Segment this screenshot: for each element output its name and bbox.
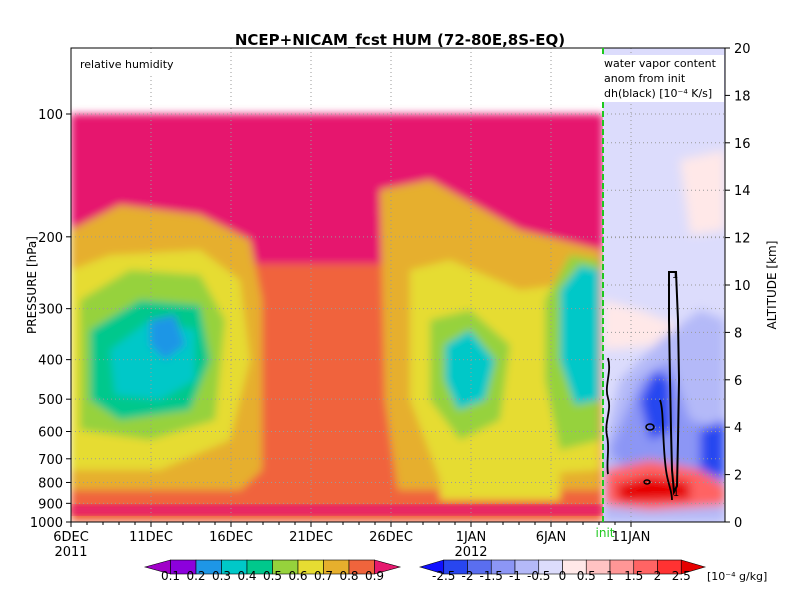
rh-region-low [440, 470, 560, 500]
rh-colorbar: 0.1 0.2 0.3 0.4 0.5 0.6 0.7 0.8 0.9 [143, 559, 402, 583]
y-tick-label-left: 1000 [30, 516, 63, 531]
anom-layers [603, 150, 725, 522]
right-panel-label-line-2: anom from init [604, 72, 686, 85]
rh-colorbar-label: 0.5 [263, 569, 282, 583]
anom-negative-east [700, 420, 725, 480]
pressure-axis: 100 200 300 400 500 600 700 800 900 1000 [30, 108, 71, 531]
anom-colorbar-label: 0 [559, 569, 567, 583]
right-panel-label-line-1: water vapor content [604, 57, 717, 70]
anom-colorbar-label: -1.5 [480, 569, 503, 583]
y-tick-label-left: 400 [38, 354, 63, 369]
anom-colorbar-label: 2 [654, 569, 662, 583]
y-tick-label-right: 14 [734, 184, 751, 199]
y-tick-label-right: 8 [734, 326, 742, 341]
x-tick-label: 11JAN [612, 530, 651, 545]
right-panel-label-line-3: dh(black) [10⁻⁴ K/s] [604, 87, 712, 100]
y-tick-label-left: 100 [38, 108, 63, 123]
rh-region-west-core [150, 315, 185, 360]
heating-contour: 1 1 [605, 270, 681, 501]
rh-colorbar-label: 0.4 [237, 569, 256, 583]
y-tick-label-left: 600 [38, 425, 63, 440]
rh-region-jan-dry [560, 265, 600, 405]
y-tick-label-right: 4 [734, 421, 742, 436]
x-tick-label: 11DEC [129, 530, 173, 545]
x-tick-label: 21DEC [289, 530, 333, 545]
anom-colorbar-label: 1 [606, 569, 614, 583]
rh-layers [71, 114, 603, 522]
x-tick-sublabel: 2012 [454, 545, 487, 560]
init-label: init [596, 526, 615, 540]
anom-colorbar-label: -0.5 [527, 569, 550, 583]
anom-colorbar-label: -1 [509, 569, 521, 583]
y-tick-label-right: 16 [734, 137, 751, 152]
x-tick-label: 6JAN [536, 530, 567, 545]
rh-colorbar-label: 0.2 [186, 569, 205, 583]
chart-title: NCEP+NICAM_fcst HUM (72-80E,8S-EQ) [235, 31, 565, 49]
anom-colorbar-label: 2.5 [672, 569, 691, 583]
y-tick-label-right: 10 [734, 279, 751, 294]
x-tick-sublabel: 2011 [54, 545, 87, 560]
rh-colorbar-label: 0.9 [365, 569, 384, 583]
rh-colorbar-label: 0.1 [161, 569, 180, 583]
y-tick-label-right: 20 [734, 42, 751, 57]
y-tick-label-left: 500 [38, 393, 63, 408]
rh-colorbar-label: 0.6 [288, 569, 307, 583]
anomaly-unit-label: [10⁻⁴ g/kg] [707, 570, 767, 583]
y-axis-label-right: ALTITUDE [km] [765, 241, 779, 330]
contour-label: 1 [672, 270, 678, 281]
anom-colorbar-label: 1.5 [624, 569, 643, 583]
y-tick-label-left: 700 [38, 453, 63, 468]
anom-colorbar-cap-high [680, 559, 707, 575]
y-tick-label-right: 0 [734, 516, 742, 531]
x-tick-label: 1JAN [456, 530, 487, 545]
left-panel-label-bg [76, 55, 182, 73]
y-tick-label-left: 300 [38, 303, 63, 318]
relative-humidity-field [71, 48, 603, 522]
anom-colorbar-label: -2.5 [432, 569, 455, 583]
rh-colorbar-label: 0.7 [314, 569, 333, 583]
rh-colorbar-label: 0.3 [212, 569, 231, 583]
anom-negative-core [640, 370, 672, 440]
rh-colorbar-cap-high [374, 559, 402, 575]
y-tick-label-right: 2 [734, 469, 742, 484]
anom-colorbar-label: -2 [462, 569, 474, 583]
rh-surface-strip [71, 505, 603, 515]
anom-colorbar-label: 0.5 [577, 569, 596, 583]
contour-label-low: 1 [673, 488, 679, 499]
x-tick-label: 16DEC [209, 530, 253, 545]
y-tick-label-left: 200 [38, 231, 63, 246]
right-panel-label: water vapor content anom from init dh(bl… [602, 55, 724, 102]
y-tick-label-right: 12 [734, 232, 751, 247]
y-axis-label-left: PRESSURE [hPa] [25, 236, 39, 334]
left-panel-label: relative humidity [80, 58, 174, 71]
rh-region-east-dry [445, 330, 495, 410]
grid-lines [71, 48, 725, 522]
y-tick-label-right: 18 [734, 89, 751, 104]
x-tick-label: 6DEC [53, 530, 89, 545]
y-tick-label-left: 800 [38, 476, 63, 491]
anomaly-colorbar: -2.5 -2 -1.5 -1 -0.5 0 0.5 1 1.5 2 2.5 [418, 559, 707, 583]
rh-colorbar-label: 0.8 [339, 569, 358, 583]
y-tick-label-left: 900 [38, 497, 63, 512]
x-tick-label: 26DEC [369, 530, 413, 545]
vapor-anomaly-field [603, 48, 725, 522]
altitude-axis: 0 2 4 6 8 10 12 14 16 18 20 [725, 42, 751, 531]
y-tick-label-right: 6 [734, 374, 742, 389]
anom-upper-positive [680, 150, 725, 235]
